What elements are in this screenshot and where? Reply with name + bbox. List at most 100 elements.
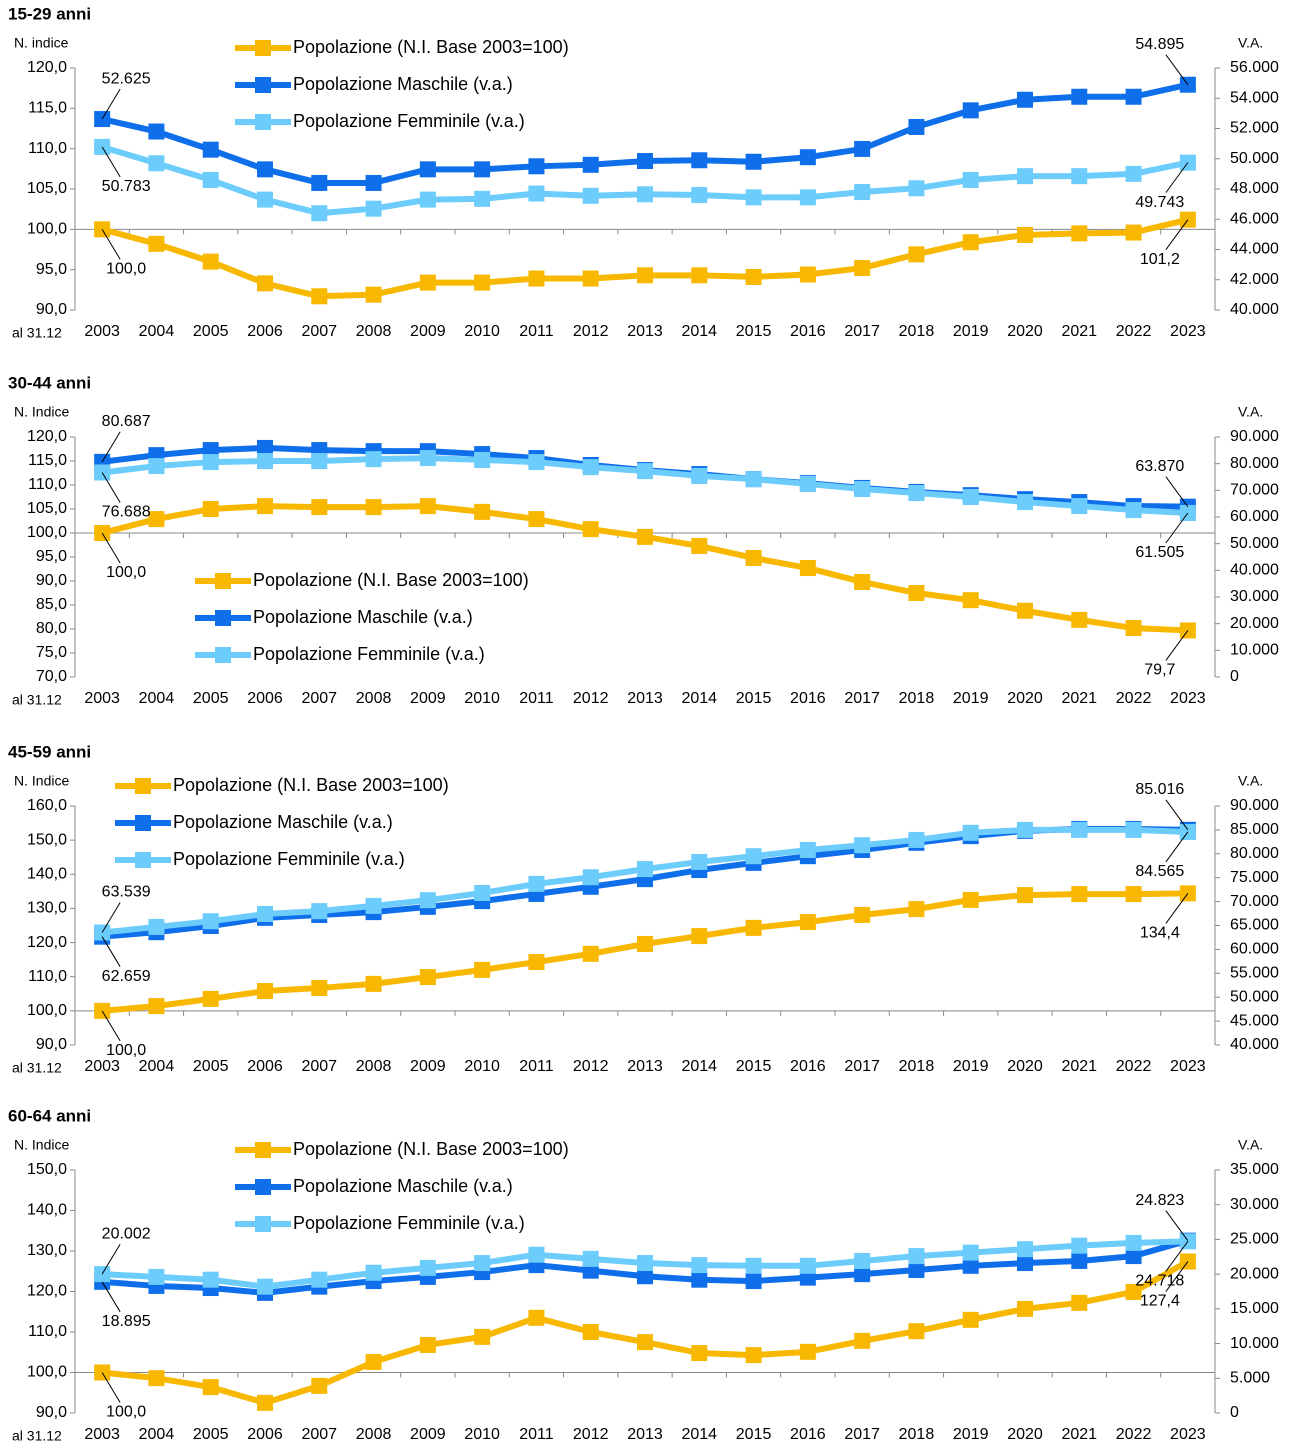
x-tick-label: 2003 [84,1058,120,1075]
x-tick-label: 2016 [790,323,826,340]
series-marker [148,235,165,252]
x-tick-label: 2021 [1061,1426,1097,1442]
legend-label: Popolazione Femminile (v.a.) [293,1213,525,1233]
series-marker [311,1377,328,1394]
x-tick-label: 2010 [464,323,500,340]
series-marker [908,901,925,918]
series-marker [419,498,436,515]
data-label: 100,0 [106,564,146,581]
data-label: 101,2 [1140,251,1180,268]
y-tick-label: 95,0 [36,261,67,278]
series-marker [1071,1294,1088,1311]
y-tick-label: 80,0 [36,620,67,637]
x-tick-label: 2015 [736,323,772,340]
series-marker [637,1255,653,1272]
series-marker [582,270,599,287]
series-marker [1017,602,1033,619]
x-tick-label: 2019 [953,1426,989,1442]
series-marker [419,1336,436,1353]
y-tick-label: 150,0 [27,831,67,848]
y-tick-label: 120,0 [27,1283,67,1300]
label-leader [101,472,121,503]
series-marker [528,954,545,971]
x-tick-label: 2008 [356,1058,392,1075]
data-label: 49.743 [1135,194,1184,211]
x-tick-label: 2014 [681,690,717,707]
y2-tick-label: 90.000 [1230,797,1279,814]
series-marker [528,511,545,528]
series-marker [202,454,219,471]
series-marker [474,961,491,978]
x-tick-label: 2020 [1007,323,1043,340]
y2-tick-label: 30.000 [1230,588,1279,605]
series-marker [908,585,925,601]
x-tick-label: 2011 [519,1058,554,1075]
data-label: 100,0 [106,1404,146,1421]
x-tick-label: 2018 [899,690,935,707]
series-marker [637,153,653,170]
y2-tick-label: 48.000 [1230,180,1279,197]
series-marker [637,1268,653,1285]
series-marker [419,191,436,208]
series-marker [691,853,708,870]
series-marker [691,1257,708,1274]
series-marker [745,549,762,566]
x-tick-label: 2018 [899,1058,935,1075]
series-marker [474,884,491,901]
x-tick-label: 2014 [681,1426,717,1442]
series-marker [365,451,382,468]
legend-marker [135,778,151,794]
y-tick-label: 160,0 [27,797,67,814]
series-marker [582,459,599,476]
x-tick-label: 2006 [247,1058,283,1075]
series-marker [854,573,871,590]
x-tick-label: 2021 [1061,323,1097,340]
x-tick-label: 2012 [573,323,609,340]
series-marker [257,498,273,515]
legend-marker [135,852,151,868]
x-tick-label: 2020 [1007,1058,1043,1075]
series-marker [962,1257,979,1274]
legend-marker [255,1216,271,1232]
series-marker [1125,821,1142,838]
series-marker [365,1353,382,1370]
legend-marker [255,77,271,93]
series-marker [311,453,328,469]
series-marker [745,1273,762,1290]
series-marker [257,906,273,923]
series-marker [908,1248,925,1265]
series-marker [908,831,925,848]
x-tick-label: 2012 [573,1058,609,1075]
y2-tick-label: 30.000 [1230,1196,1279,1213]
y2-tick-label: 40.000 [1230,562,1279,579]
series-marker [691,467,708,484]
legend-label: Popolazione (N.I. Base 2003=100) [253,570,529,590]
x-tick-label: 2004 [139,690,175,707]
series-marker [1017,494,1033,511]
y2-tick-label: 90.000 [1230,428,1279,445]
x-tick-label: 2021 [1061,690,1097,707]
series-marker [1017,887,1033,904]
series-marker [745,268,762,285]
data-label: 85.016 [1135,781,1184,798]
data-label: 79,7 [1144,662,1175,679]
y2-tick-label: 0 [1230,668,1239,685]
x-tick-label: 2005 [193,323,229,340]
y-tick-label: 90,0 [36,1036,67,1053]
series-marker [1125,1283,1142,1300]
label-leader [1165,162,1189,193]
legend-marker [135,815,151,831]
y2-tick-label: 60.000 [1230,508,1279,525]
data-label: 63.539 [102,884,151,901]
series-marker [148,998,165,1015]
x-tick-label: 2003 [84,1426,120,1442]
legend-marker [215,573,231,589]
series-marker [582,156,599,173]
series-marker [799,1343,816,1360]
series-marker [962,102,979,119]
series-marker [745,919,762,936]
series-marker [1125,1248,1142,1265]
y2-tick-label: 70.000 [1230,893,1279,910]
series-marker [202,913,219,930]
panel-title: 30-44 anni [8,373,91,392]
